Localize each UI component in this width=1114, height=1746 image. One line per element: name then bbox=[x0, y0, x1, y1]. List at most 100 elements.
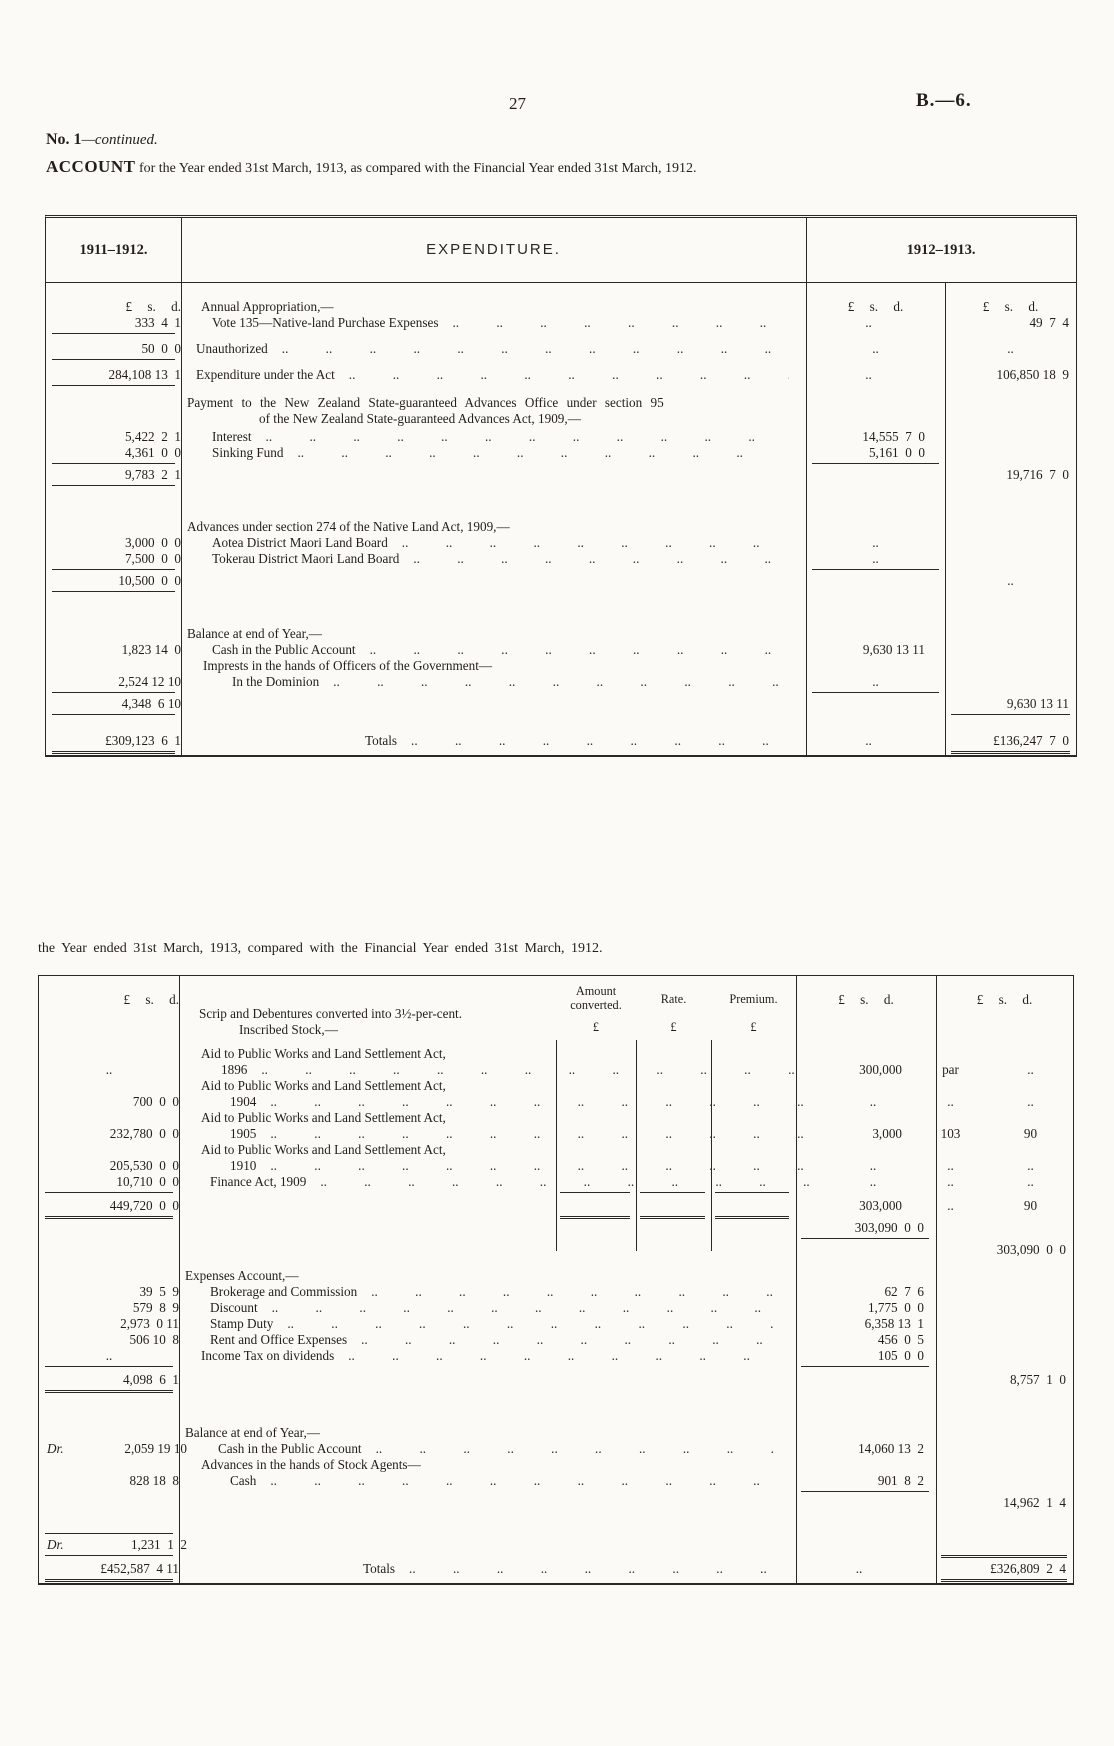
table-row: 1,823 14 0 Cash in the Public Account 9,… bbox=[46, 642, 1076, 658]
section-heading: Balance at end of Year,— bbox=[187, 625, 322, 641]
table-row: 3,000 0 0 Aotea District Maori Land Boar… bbox=[46, 535, 1076, 551]
column-divider bbox=[936, 976, 938, 1583]
premium: .. bbox=[1027, 1174, 1034, 1189]
dot-leader bbox=[402, 535, 796, 551]
total-1912: £326,809 2 4 bbox=[990, 1561, 1066, 1576]
desc-cell: 1910 bbox=[188, 1158, 833, 1174]
lsd-header-outer: £ s. d. bbox=[982, 299, 1039, 314]
rule bbox=[52, 713, 175, 715]
table-row: 7,500 0 0 Tokerau District Maori Land Bo… bbox=[46, 551, 1076, 567]
table-row: 39 5 9 Brokerage and Commission 62 7 6 bbox=[39, 1284, 1073, 1300]
column-divider bbox=[806, 218, 808, 755]
table-row: .. 1896 300,000 par .. bbox=[39, 1062, 1073, 1078]
table-row: 4,098 6 1 8,757 1 0 bbox=[39, 1372, 1073, 1388]
dot-leader bbox=[297, 445, 776, 461]
column-divider bbox=[796, 976, 798, 1583]
desc-cell: Cash bbox=[188, 1473, 784, 1489]
subtotal-1911: 449,720 0 0 bbox=[109, 1198, 179, 1213]
dot-leader bbox=[287, 1316, 774, 1332]
amount-1912-detail: 456 0 5 bbox=[877, 1332, 924, 1348]
row-label: Annual Appropriation,— bbox=[201, 299, 334, 314]
table-row: Imprests in the hands of Officers of the… bbox=[46, 658, 1076, 674]
amount-1912-total: .. bbox=[1007, 341, 1014, 356]
subtotal-1912: 19,716 7 0 bbox=[1006, 467, 1069, 482]
lsd-header-inner: £ s. d. bbox=[838, 992, 894, 1007]
row-label: Aid to Public Works and Land Settlement … bbox=[201, 1142, 446, 1157]
rule bbox=[812, 569, 939, 571]
dot-leader bbox=[371, 1284, 774, 1300]
amount-1911: 506 10 8 bbox=[129, 1332, 179, 1348]
amount-converted: 300,000 bbox=[859, 1062, 902, 1077]
expenditure-table: 1911–1912. EXPENDITURE. 1912–1913. £ s. … bbox=[45, 215, 1077, 757]
desc-cell: Income Tax on dividends bbox=[179, 1348, 784, 1364]
desc-cell: Finance Act, 1909 bbox=[188, 1174, 833, 1190]
table-row: Dr. 1,231 1 2 bbox=[39, 1537, 1073, 1553]
amount-1911: 205,530 0 0 bbox=[109, 1158, 179, 1173]
subtotal-outer: 303,090 0 0 bbox=[996, 1242, 1066, 1257]
rule bbox=[640, 1192, 705, 1193]
row-label: 1904 bbox=[230, 1094, 257, 1109]
row-label: Tokerau District Maori Land Board bbox=[212, 551, 400, 567]
amount-1912-detail: .. bbox=[872, 341, 879, 356]
rule bbox=[801, 1490, 929, 1492]
amount-converted: .. bbox=[869, 1174, 877, 1189]
rule bbox=[52, 485, 175, 486]
column-divider bbox=[181, 218, 183, 755]
dot-leader bbox=[349, 367, 789, 383]
desc-cell: 1896 bbox=[179, 1062, 822, 1078]
table-row: Balance at end of Year,— bbox=[39, 1425, 1073, 1441]
row-label: 1905 bbox=[230, 1126, 257, 1141]
row-label: Cash in the Public Account bbox=[218, 1440, 362, 1456]
rule-row bbox=[39, 1214, 1073, 1220]
desc-cell: Balance at end of Year,— bbox=[179, 1425, 1073, 1441]
rule-row bbox=[46, 483, 1076, 489]
section-heading: Expenses Account,— bbox=[185, 1268, 299, 1284]
desc-cell: Payment to the New Zealand State-guarant… bbox=[181, 395, 1076, 411]
double-rule bbox=[715, 1216, 789, 1219]
amount-value: 2,059 19 10 bbox=[124, 1440, 187, 1456]
table-row: 828 18 8 Cash 901 8 2 bbox=[39, 1473, 1073, 1489]
row-label: Aid to Public Works and Land Settlement … bbox=[201, 1078, 446, 1093]
double-rule bbox=[45, 1216, 173, 1219]
column-divider bbox=[636, 1040, 638, 1251]
table-header-row: 1911–1912. EXPENDITURE. 1912–1913. bbox=[46, 218, 1076, 283]
premium: 90 bbox=[1023, 1126, 1038, 1141]
amount-converted: .. bbox=[869, 1158, 877, 1173]
continuation-caption: the Year ended 31st March, 1913, compare… bbox=[38, 941, 603, 956]
amount-1911: 333 4 1 bbox=[134, 315, 181, 330]
amount-1912-detail: .. bbox=[872, 551, 879, 567]
desc-cell: Cash in the Public Account bbox=[196, 1441, 784, 1457]
continuation-number: No. 1 bbox=[46, 131, 82, 148]
rule-row bbox=[46, 749, 1076, 755]
row-label: Stamp Duty bbox=[210, 1316, 274, 1332]
table-row: Advances in the hands of Stock Agents— bbox=[39, 1457, 1073, 1473]
table-row: 303,090 0 0 bbox=[39, 1220, 1073, 1236]
account-title-rest: for the Year ended 31st March, 1913, as … bbox=[135, 161, 697, 176]
rule-row bbox=[39, 1388, 1073, 1394]
section-heading: Payment to the New Zealand State-guarant… bbox=[187, 395, 664, 410]
total-1911: £309,123 6 1 bbox=[105, 733, 181, 749]
dot-leader bbox=[370, 642, 776, 658]
table-row: .. Income Tax on dividends 105 0 0 bbox=[39, 1348, 1073, 1364]
desc-cell: Aid to Public Works and Land Settlement … bbox=[179, 1142, 1073, 1158]
table-row: 10,500 0 0 .. bbox=[46, 573, 1076, 589]
table-row: 4,361 0 0 Sinking Fund 5,161 0 0 bbox=[46, 445, 1076, 461]
amount-1912-total: 106,850 18 9 bbox=[996, 367, 1069, 382]
rate: .. bbox=[947, 1094, 954, 1109]
rule-row bbox=[46, 690, 1076, 696]
table-row: 449,720 0 0 303,000 .. 90 bbox=[39, 1198, 1073, 1214]
rule-row bbox=[46, 331, 1076, 337]
conversion-table: £ s. d. Scrip and Debentures converted i… bbox=[38, 975, 1074, 1585]
double-rule bbox=[941, 1555, 1067, 1558]
dot-leader bbox=[272, 1300, 774, 1316]
spacer bbox=[39, 1394, 1073, 1425]
amount-1911: 2,524 12 10 bbox=[118, 673, 181, 689]
dr-prefix: Dr. bbox=[47, 1537, 64, 1552]
dot-leader bbox=[270, 1158, 823, 1174]
subtotal-1911: Dr. 1,231 1 2 bbox=[39, 1537, 196, 1553]
subtotal-1911: 10,500 0 0 bbox=[118, 573, 181, 589]
rate: par bbox=[942, 1062, 959, 1077]
row-label: 1896 bbox=[221, 1062, 248, 1077]
total-1912-detail: .. bbox=[865, 733, 872, 749]
